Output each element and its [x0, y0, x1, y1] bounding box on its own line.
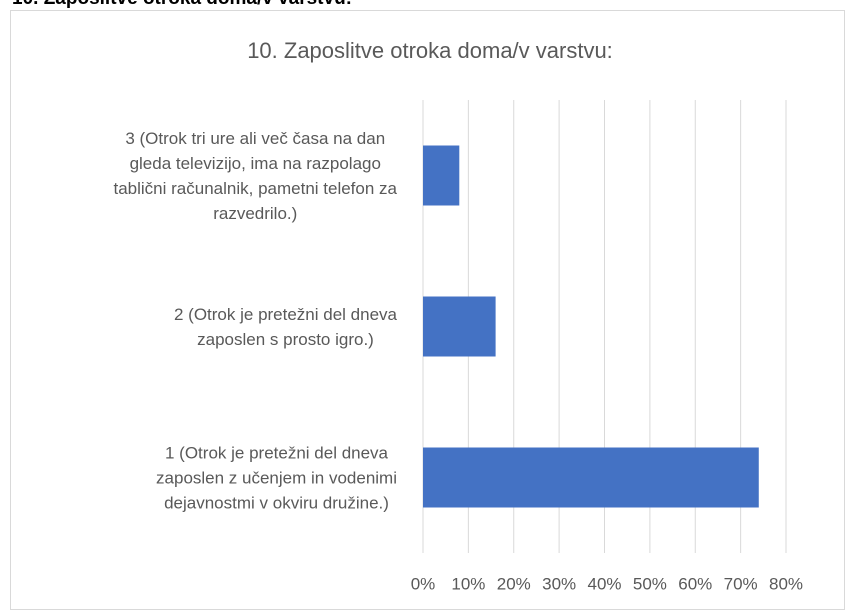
x-tick-label: 80% [769, 574, 803, 593]
x-tick-label: 50% [633, 574, 667, 593]
bar [423, 447, 759, 508]
heading: 10. Zaposlitve otroka doma/v varstvu: [12, 0, 352, 10]
bar [423, 296, 496, 357]
bar [423, 145, 460, 206]
y-tick-label: 3 (Otrok tri ure ali več časa na dan gle… [113, 128, 398, 223]
x-tick-label: 70% [724, 574, 758, 593]
chart-title: 10. Zaposlitve otroka doma/v varstvu: [247, 38, 613, 63]
x-tick-label: 0% [411, 574, 436, 593]
x-tick-label: 10% [451, 574, 485, 593]
x-tick-label: 20% [497, 574, 531, 593]
x-tick-label: 40% [587, 574, 621, 593]
x-tick-label: 30% [542, 574, 576, 593]
y-tick-label: 2 (Otrok je pretežni del dneva zaposlen … [173, 304, 397, 349]
x-tick-label: 60% [678, 574, 712, 593]
y-tick-label: 1 (Otrok je pretežni del dneva zaposlen … [156, 443, 397, 512]
